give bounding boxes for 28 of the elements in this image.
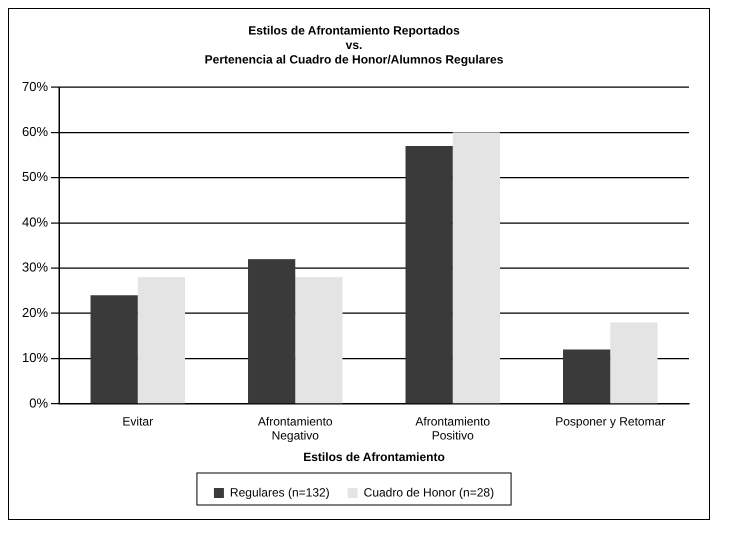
legend-label: Cuadro de Honor (n=28) [364, 485, 494, 500]
bar [138, 277, 186, 404]
category-label: Evitar [122, 414, 154, 428]
x-axis-title: Estilos de Afrontamiento [303, 450, 445, 464]
category-label: Afrontamiento [258, 414, 333, 428]
y-tick-label: 60% [22, 124, 48, 140]
bar [295, 277, 343, 404]
bar [90, 295, 138, 404]
text: Pertenencia al Cuadro de Honor/Alumnos Regulares [204, 52, 504, 66]
category-label: Afrontamiento [415, 414, 490, 428]
y-tick-label: 0% [29, 395, 48, 410]
bar [452, 132, 500, 404]
y-tick-label: 70% [22, 78, 48, 94]
legend-label: Regulares (n=132) [230, 485, 330, 500]
category-label: Posponer y Retomar [555, 414, 666, 428]
y-tick-label: 50% [22, 169, 48, 184]
y-tick-label: 30% [22, 260, 48, 275]
category-label: Positivo [432, 428, 474, 443]
text: Estilos de Afrontamiento Reportados [248, 24, 460, 38]
y-tick-label: 40% [22, 214, 48, 230]
text: vs. [346, 38, 362, 52]
bar [406, 146, 453, 404]
bar [610, 322, 658, 404]
bar [248, 259, 296, 404]
bar [563, 350, 610, 404]
y-tick-label: 10% [22, 350, 48, 366]
category-label: Negativo [272, 428, 319, 443]
y-tick-label: 20% [22, 304, 48, 320]
